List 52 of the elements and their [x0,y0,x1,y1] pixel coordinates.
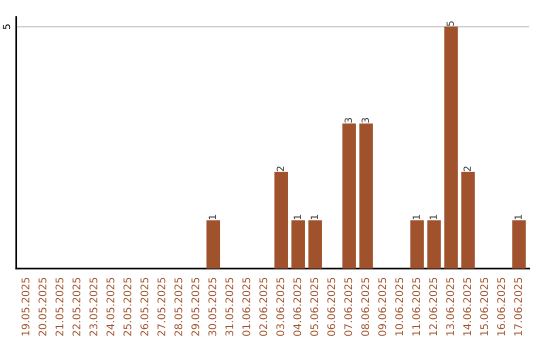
bar [461,172,475,269]
x-tick-label: 19.05.2025 [22,278,30,336]
x-tick-label: 17.06.2025 [514,278,522,336]
x-tick-label: 08.06.2025 [361,278,370,336]
bar [274,172,288,269]
x-tick-label: 14.06.2025 [463,278,472,336]
bar [206,220,220,269]
bar [444,26,458,269]
data-label: 1 [208,214,216,220]
x-tick-label: 21.05.2025 [56,278,64,336]
bar [342,123,356,269]
x-tick-label: 26.05.2025 [140,278,148,336]
x-tick-label: 13.06.2025 [446,278,454,336]
bar [427,220,441,269]
x-tick-label: 16.06.2025 [497,278,506,336]
x-tick-label: 11.06.2025 [412,278,420,336]
x-tick-label: 22.05.2025 [72,278,80,336]
data-label: 1 [310,214,318,220]
x-tick-label: 03.06.2025 [276,278,284,336]
x-tick-label: 30.05.2025 [208,278,216,336]
data-label: 1 [412,214,420,220]
bar [291,220,305,269]
x-tick-label: 15.06.2025 [480,278,488,336]
x-tick-label: 02.06.2025 [259,278,268,336]
x-tick-label: 25.05.2025 [123,278,132,336]
x-tick-label: 10.06.2025 [395,278,404,336]
data-label: 1 [514,214,522,220]
data-label: 3 [362,118,369,123]
x-tick-label: 24.05.2025 [106,278,114,336]
x-tick-label: 09.06.2025 [378,278,386,336]
x-tick-label: 04.06.2025 [293,278,302,336]
data-label: 5 [446,21,454,26]
x-tick-label: 27.05.2025 [157,278,166,336]
data-label: 2 [464,166,471,172]
x-tick-label: 01.06.2025 [242,278,250,336]
bar [512,220,526,269]
bar [308,220,322,269]
data-label: 1 [430,214,437,220]
bar [359,123,373,269]
data-label: 3 [344,118,352,123]
x-tick-label: 05.06.2025 [310,278,318,336]
bar [410,220,424,269]
data-label: 2 [276,166,284,172]
x-tick-label: 07.06.2025 [344,278,352,336]
data-label: 1 [294,214,301,220]
x-tick-label: 23.05.2025 [89,278,98,336]
x-tick-label: 31.05.2025 [225,278,234,336]
x-tick-label: 28.05.2025 [174,278,182,336]
x-tick-label: 20.05.2025 [38,278,46,336]
x-tick-label: 12.06.2025 [429,278,438,336]
x-tick-label: 06.06.2025 [327,278,336,336]
x-tick-label: 29.05.2025 [191,278,200,336]
